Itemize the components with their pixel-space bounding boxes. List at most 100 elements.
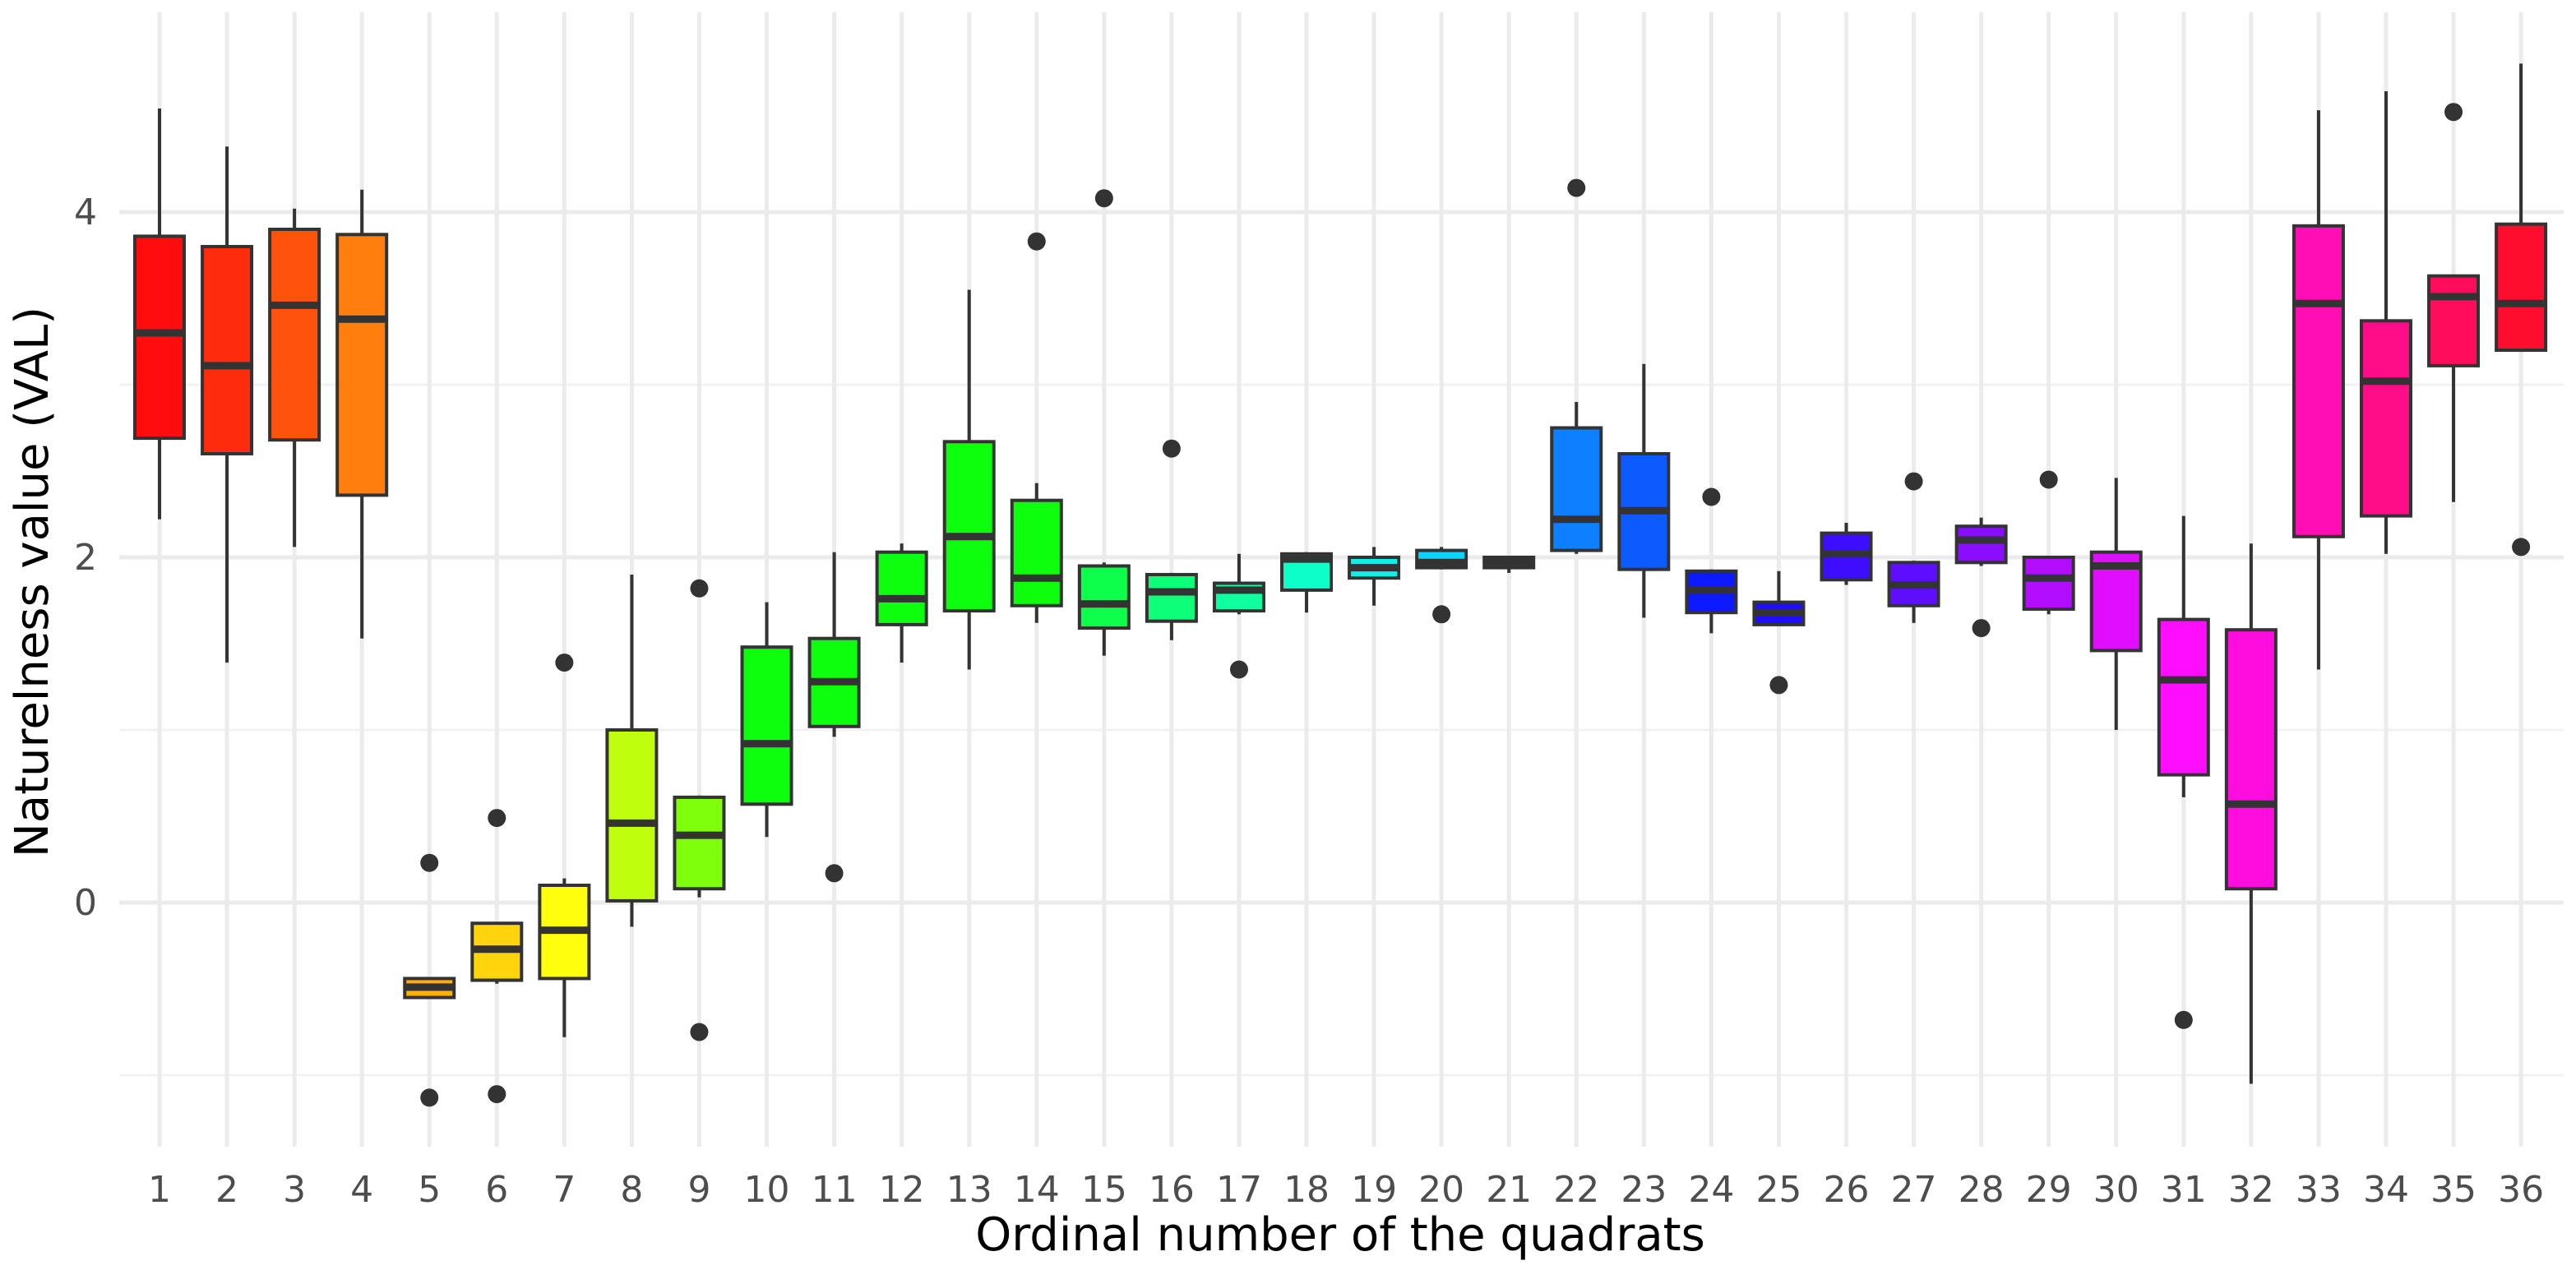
outlier-point — [825, 864, 844, 883]
x-tick-label: 27 — [1891, 1169, 1937, 1211]
box-iqr — [875, 550, 928, 626]
box-quadrat-6 — [470, 809, 524, 1104]
x-tick-label: 1 — [148, 1169, 171, 1211]
x-tick-label: 13 — [946, 1169, 992, 1211]
box-quadrat-23 — [1617, 363, 1671, 618]
x-tick-label: 6 — [485, 1169, 508, 1211]
box-iqr — [1077, 564, 1131, 630]
box-iqr — [740, 645, 793, 806]
box-iqr — [1145, 573, 1198, 623]
box-iqr — [2022, 556, 2075, 611]
y-axis-title: Naturelness value (VAL) — [6, 307, 59, 857]
outlier-point — [2444, 103, 2463, 122]
box-quadrat-12 — [875, 543, 928, 663]
x-tick-label: 7 — [553, 1169, 576, 1211]
boxes-layer — [133, 63, 2548, 1107]
box-quadrat-10 — [740, 602, 793, 838]
box-quadrat-7 — [538, 653, 591, 1037]
outlier-point — [1094, 189, 1113, 208]
outlier-point — [1769, 676, 1788, 695]
x-tick-label: 2 — [215, 1169, 238, 1211]
outlier-point — [1229, 660, 1248, 679]
x-tick-label: 26 — [1824, 1169, 1870, 1211]
box-quadrat-8 — [605, 575, 659, 927]
box-iqr — [2292, 224, 2345, 538]
x-tick-label: 19 — [1351, 1169, 1397, 1211]
x-tick-label: 9 — [687, 1169, 710, 1211]
outlier-point — [2512, 538, 2531, 556]
x-tick-label: 25 — [1755, 1169, 1801, 1211]
box-iqr — [1010, 498, 1063, 607]
x-tick-label: 5 — [418, 1169, 441, 1211]
x-tick-label: 3 — [283, 1169, 306, 1211]
x-axis-title: Ordinal number of the quadrats — [975, 1208, 1705, 1262]
box-quadrat-34 — [2359, 91, 2412, 554]
box-quadrat-2 — [201, 146, 254, 663]
outlier-point — [488, 809, 506, 828]
x-tick-label: 11 — [812, 1169, 858, 1211]
outlier-point — [1567, 178, 1586, 197]
x-tick-label: 23 — [1621, 1169, 1667, 1211]
box-quadrat-20 — [1415, 547, 1468, 624]
box-iqr — [673, 795, 726, 891]
outlier-point — [1027, 232, 1046, 251]
x-tick-label: 4 — [350, 1169, 373, 1211]
box-quadrat-22 — [1550, 178, 1603, 554]
x-tick-label: 8 — [620, 1169, 643, 1211]
box-quadrat-4 — [335, 189, 389, 639]
outlier-point — [2039, 470, 2058, 489]
x-tick-label: 24 — [1688, 1169, 1734, 1211]
x-tick-label: 34 — [2363, 1169, 2409, 1211]
outlier-point — [1972, 619, 1991, 638]
x-tick-label: 20 — [1418, 1169, 1464, 1211]
box-iqr — [2224, 628, 2278, 891]
x-tick-label: 32 — [2228, 1169, 2274, 1211]
y-tick-label: 2 — [74, 537, 97, 579]
y-tick-label: 4 — [74, 192, 97, 233]
y-tick-label: 0 — [74, 882, 97, 924]
outlier-point — [2174, 1010, 2193, 1029]
box-quadrat-9 — [673, 579, 726, 1041]
box-quadrat-17 — [1212, 553, 1265, 679]
outlier-point — [420, 1088, 439, 1107]
box-quadrat-21 — [1482, 556, 1536, 573]
box-quadrat-24 — [1685, 487, 1738, 634]
box-quadrat-29 — [2022, 470, 2075, 615]
x-tick-label: 35 — [2430, 1169, 2477, 1211]
x-tick-label: 29 — [2026, 1169, 2072, 1211]
x-tick-label: 15 — [1081, 1169, 1127, 1211]
box-iqr — [2359, 319, 2412, 518]
box-iqr — [335, 233, 389, 497]
box-iqr — [1550, 426, 1603, 552]
outlier-point — [690, 579, 709, 598]
box-quadrat-30 — [2089, 478, 2143, 730]
box-iqr — [268, 228, 321, 442]
x-tick-label: 33 — [2296, 1169, 2342, 1211]
outlier-point — [690, 1023, 709, 1041]
box-quadrat-13 — [942, 289, 996, 670]
x-tick-label: 30 — [2093, 1169, 2139, 1211]
box-quadrat-32 — [2224, 543, 2278, 1084]
box-quadrat-36 — [2495, 63, 2548, 556]
x-tick-label: 22 — [1553, 1169, 1599, 1211]
outlier-point — [420, 853, 439, 872]
x-tick-label: 21 — [1486, 1169, 1532, 1211]
outlier-point — [488, 1085, 506, 1104]
box-quadrat-26 — [1820, 523, 1873, 585]
box-quadrat-18 — [1280, 552, 1334, 613]
x-tick-label: 18 — [1283, 1169, 1330, 1211]
x-tick-label: 14 — [1014, 1169, 1060, 1211]
box-iqr — [201, 245, 254, 455]
outlier-point — [1702, 487, 1721, 506]
box-iqr — [1954, 524, 2008, 565]
outlier-point — [1432, 605, 1451, 624]
x-tick-label: 10 — [744, 1169, 790, 1211]
x-tick-label: 17 — [1216, 1169, 1262, 1211]
x-tick-label: 28 — [1959, 1169, 2005, 1211]
box-quadrat-16 — [1145, 439, 1198, 640]
box-iqr — [605, 728, 659, 903]
box-iqr — [942, 440, 996, 613]
x-tick-label: 16 — [1149, 1169, 1195, 1211]
outlier-point — [1162, 439, 1181, 458]
box-iqr — [2157, 617, 2210, 777]
